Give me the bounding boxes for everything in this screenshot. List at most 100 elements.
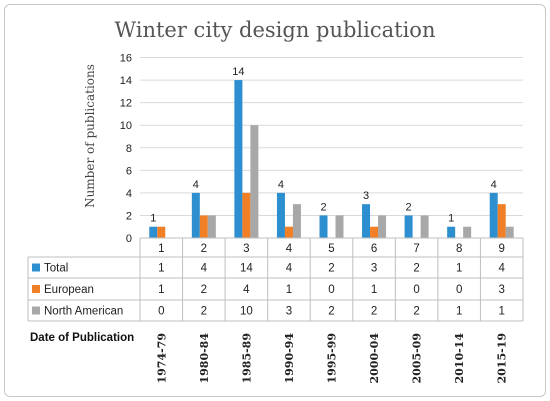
- bar-european: [157, 226, 166, 238]
- data-label: 1: [150, 213, 156, 225]
- y-tick-label: 10: [120, 120, 132, 132]
- table-cell: 4: [499, 263, 506, 275]
- y-axis-label: Number of publications: [83, 64, 97, 208]
- table-cell: 2: [328, 263, 334, 275]
- bar-north-american: [207, 215, 216, 238]
- y-tick-label: 14: [120, 75, 132, 87]
- bar-european: [497, 204, 506, 238]
- index-label: 3: [243, 243, 249, 255]
- y-tick-label: 2: [126, 210, 132, 222]
- legend-key: [32, 306, 40, 315]
- data-label: 3: [363, 190, 369, 202]
- category-label: 1990-94: [283, 333, 296, 384]
- bars: [149, 80, 514, 238]
- bar-european: [242, 192, 251, 238]
- table-cell: 10: [240, 306, 253, 318]
- category-label: 2000-04: [368, 333, 381, 384]
- bar-total: [404, 215, 413, 238]
- category-label: 2005-09: [411, 333, 424, 384]
- bar-total: [489, 192, 498, 238]
- index-label: 8: [456, 243, 462, 255]
- bar-north-american: [335, 215, 344, 238]
- bar-european: [284, 226, 293, 238]
- bar-total: [149, 226, 158, 238]
- index-label: 4: [286, 243, 293, 255]
- table-cell: 0: [158, 306, 164, 318]
- y-tick-labels: 0 2 4 6 8 10 12 14 16: [120, 53, 132, 246]
- bar-european: [370, 226, 379, 238]
- bar-north-american: [505, 226, 514, 238]
- bar-north-american: [420, 215, 429, 238]
- y-tick-label: 0: [126, 233, 132, 245]
- table-cell: 1: [158, 263, 164, 275]
- chart-frame: [4, 4, 546, 397]
- date-of-publication-header: Date of Publication: [30, 332, 134, 344]
- data-label: 4: [491, 179, 497, 191]
- y-tick-label: 8: [126, 143, 132, 155]
- table-cell: 0: [456, 284, 462, 296]
- bar-european: [199, 215, 208, 238]
- table-cell: 0: [328, 284, 334, 296]
- bar-total: [276, 192, 285, 238]
- bar-total: [234, 80, 243, 238]
- series-name: Total: [44, 263, 68, 275]
- series-name: North American: [44, 306, 123, 318]
- category-label: 1980-84: [198, 333, 211, 384]
- index-label: 6: [371, 243, 377, 255]
- table-cell: 1: [286, 284, 292, 296]
- table-cell: 2: [371, 306, 377, 318]
- index-label: 2: [201, 243, 207, 255]
- category-label: 1995-99: [326, 333, 339, 384]
- series-name: European: [44, 284, 94, 296]
- y-tick-label: 16: [120, 53, 132, 65]
- chart-title: Winter city design publication: [115, 18, 436, 42]
- data-label: 2: [406, 201, 412, 213]
- y-tick-label: 6: [126, 165, 132, 177]
- y-tick-label: 12: [120, 98, 132, 110]
- legend-key: [32, 285, 40, 293]
- bar-total: [447, 226, 456, 238]
- index-label: 1: [158, 243, 164, 255]
- index-label: 5: [328, 243, 334, 255]
- table-cell: 2: [413, 263, 419, 275]
- table-cell: 2: [328, 306, 334, 318]
- category-label: 2010-14: [453, 333, 466, 384]
- table-cell: 3: [499, 284, 505, 296]
- index-label: 7: [413, 243, 419, 255]
- table-cell: 1: [456, 263, 462, 275]
- bar-total: [319, 215, 328, 238]
- y-tick-label: 4: [126, 188, 132, 200]
- data-label: 4: [278, 179, 284, 191]
- legend-key: [32, 263, 40, 272]
- table-cell: 1: [456, 306, 462, 318]
- table-cell: 3: [286, 306, 292, 318]
- table-cell: 2: [201, 284, 207, 296]
- table-cell: 4: [243, 284, 250, 296]
- index-label: 9: [499, 243, 505, 255]
- data-label: 1: [448, 213, 454, 225]
- bar-north-american: [250, 125, 259, 238]
- table-cell: 2: [413, 306, 419, 318]
- table-cell: 1: [499, 306, 505, 318]
- data-label: 4: [193, 179, 199, 191]
- category-label: 2015-19: [496, 333, 509, 384]
- bar-north-american: [292, 204, 301, 238]
- table-cell: 0: [413, 284, 419, 296]
- table-cell: 14: [240, 263, 253, 275]
- table-cell: 3: [371, 263, 377, 275]
- table-cell: 4: [286, 263, 293, 275]
- data-label: 14: [232, 66, 244, 78]
- category-label: 1985-89: [240, 333, 253, 384]
- table-cell: 1: [371, 284, 377, 296]
- table-cell: 1: [158, 284, 164, 296]
- category-label: 1974-79: [155, 333, 168, 384]
- table-cell: 4: [201, 263, 208, 275]
- bar-north-american: [378, 215, 387, 238]
- category-labels: 1974-79 1980-84 1985-89 1990-94 1995-99 2000-…: [155, 333, 508, 384]
- table-cell: 2: [201, 306, 207, 318]
- bar-total: [191, 192, 200, 238]
- bar-north-american: [463, 226, 472, 238]
